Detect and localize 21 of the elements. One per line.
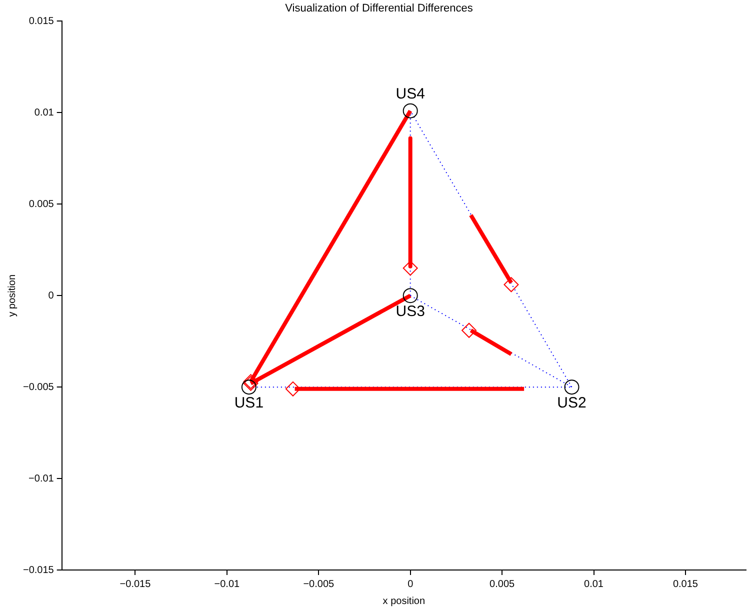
annotation: US2 <box>557 394 586 412</box>
x-tick-label: −0.015 <box>120 578 152 590</box>
y-tick-label: 0.015 <box>28 16 54 27</box>
y-axis-title: y position <box>6 274 18 317</box>
y-tick-label: 0.01 <box>34 107 54 118</box>
y-tick-label: −0.005 <box>22 382 54 393</box>
y-tick-label: 0 <box>48 290 54 302</box>
y-tick-label: −0.015 <box>22 564 54 576</box>
x-tick-label: 0 <box>408 578 414 590</box>
x-tick-label: −0.01 <box>214 578 240 590</box>
annotation: US3 <box>396 303 425 320</box>
chart-title: Visualization of Differential Differences <box>285 2 474 15</box>
y-tick-label: 0.005 <box>28 198 54 210</box>
x-tick-label: −0.005 <box>303 578 335 590</box>
x-tick-label: 0.01 <box>584 578 604 590</box>
annotation: US1 <box>234 394 264 412</box>
x-axis-title: x position <box>382 596 426 607</box>
annotation: US4 <box>396 85 425 102</box>
x-tick-label: 0.005 <box>490 578 516 590</box>
y-tick-label: −0.01 <box>28 473 54 484</box>
x-tick-label: 0.015 <box>672 578 698 590</box>
